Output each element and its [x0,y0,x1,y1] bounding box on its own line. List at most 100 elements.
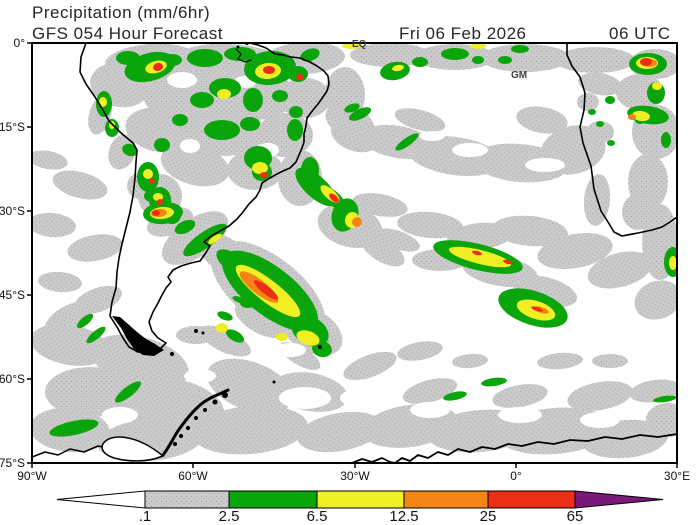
precip-cell-red [329,193,339,203]
model-forecast-label: GFS 054 Hour Forecast [32,24,223,43]
precip-cell-red [157,199,163,205]
precip-cell-yellow [652,82,662,90]
precip-area-light [537,352,583,370]
precip-area-light [480,44,570,72]
precip-area-light [32,150,68,170]
legend-threshold-label: .1 [139,508,152,525]
island [222,392,228,398]
dry-area [102,407,138,423]
precip-cell-green [481,377,507,387]
coastline [79,43,330,354]
precip-cell-yellow [276,333,288,341]
precip-cell-green [217,311,233,321]
precip-cell-green [661,132,671,148]
dry-area [340,389,380,407]
island [170,352,174,356]
lat-tick-label: 0° [14,36,26,50]
dry-area [580,412,620,428]
precip-cell-yellow [143,169,153,179]
precip-area-light [160,143,230,187]
lon-tick-label: 30°E [664,469,690,483]
precip-cell-green [344,103,360,113]
island [173,442,177,446]
precip-area-light [587,251,653,289]
precip-cell-green [605,96,615,104]
precip-cell-yellow [252,162,268,174]
dry-area [498,407,542,423]
map-content [32,43,677,463]
coastline [161,388,230,457]
precip-area-light [567,381,633,411]
precip-cell-green [154,138,170,152]
precip-cell-red [503,259,513,265]
precip-area-light [578,72,622,96]
precip-area-light [394,108,446,132]
precip-area-light [397,211,463,239]
precip-cell-green [287,119,303,141]
precip-cell-green [183,223,227,257]
legend-threshold-label: 25 [480,508,497,525]
precip-cell-green [187,49,223,67]
precip-area-light [234,302,286,338]
legend-segment-above-max [574,490,664,509]
island [318,345,322,349]
precip-area-light [297,411,383,453]
precip-area-light [537,233,613,269]
precip-cell-green [443,391,467,401]
precip-cell-green [289,106,303,118]
precip-cell-green [232,296,248,304]
precip-cell-red [640,58,652,66]
precip-cell-orange [352,217,362,227]
precip-area-light [622,194,654,230]
precip-area-light [176,326,216,344]
precip-area-light [108,134,136,170]
precip-cell-yellow [99,97,107,107]
legend-threshold-label: 2.5 [219,508,240,525]
precip-area-light [555,47,635,73]
precip-cell-green [76,313,94,329]
legend-segment [403,490,489,509]
precip-cell-green [240,117,260,131]
coastline [394,433,677,463]
precip-cell-green [209,78,241,98]
map-layers [31,42,678,464]
precip-cell-green [224,47,256,61]
precip-area-light [492,215,568,247]
lon-tick-label: 30°W [340,469,370,483]
precip-cell-green [272,90,288,102]
precip-area-light [397,341,443,361]
legend-segment [144,490,230,509]
precip-cell-green [115,381,141,403]
precip-cell-red [149,178,155,184]
legend-threshold-label: 6.5 [307,508,328,525]
legend-segment [316,490,405,509]
precip-area-light [577,93,599,111]
island [203,408,207,412]
lon-tick-label: 0° [510,469,522,483]
precip-cell-green [174,219,196,235]
island [201,331,205,335]
precip-cell-red [260,172,268,178]
dry-area [279,387,331,409]
precip-cell-yellow [448,246,512,268]
lat-tick-label: 60°S [0,372,25,386]
valid-time-label: 06 UTC [609,24,671,43]
island [194,416,198,420]
precip-cell-green [162,54,182,66]
precip-area-light [52,170,108,200]
precip-cell-green [511,45,529,53]
island [212,399,218,405]
dry-area [452,143,488,157]
precip-area-light [343,351,397,381]
dry-area [184,369,216,383]
precip-area-light [592,354,628,368]
precip-area-light [376,228,420,252]
precip-cell-green [190,92,214,108]
precip-cell-red [263,66,275,74]
precip-cell-green [300,48,320,62]
precip-cell-green [116,51,140,65]
legend-threshold-label: 12.5 [389,508,418,525]
precip-cell-green [86,326,106,344]
precip-cell-red [296,74,304,80]
